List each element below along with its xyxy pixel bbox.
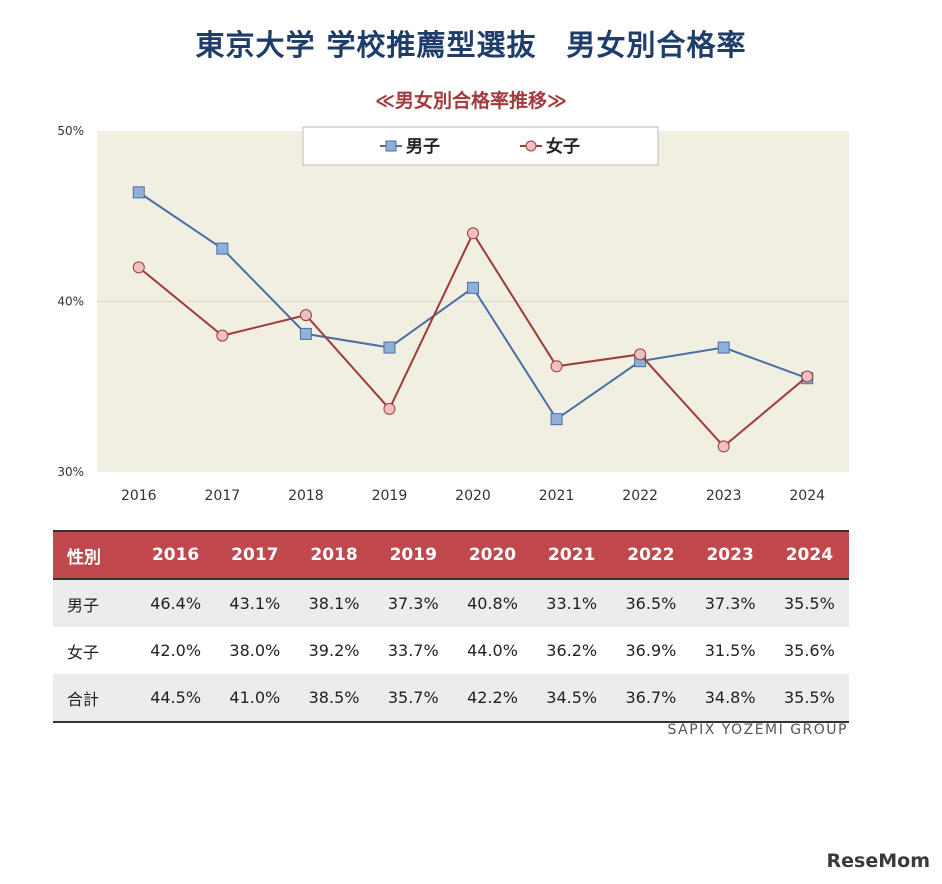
rate-cell: 38.5% <box>294 674 374 723</box>
x-tick-label: 2023 <box>706 488 742 504</box>
rate-cell: 36.7% <box>611 674 691 723</box>
row-label: 女子 <box>67 642 100 662</box>
data-point <box>717 440 730 453</box>
legend-marker <box>525 140 537 152</box>
x-tick-label: 2018 <box>288 488 324 504</box>
header-cell-year: 2017 <box>215 530 295 580</box>
source-label: SAPIX YOZEMI GROUP <box>667 722 848 738</box>
chart-subtitle: ≪男女別合格率推移≫ <box>375 90 567 112</box>
header-cell-year: 2016 <box>136 530 216 580</box>
x-tick-label: 2022 <box>622 488 658 504</box>
line-chart: 30% 40% 50% 2016 2017 2018 2019 2020 2021 2022 202… <box>57 124 849 504</box>
row-label: 合計 <box>53 674 136 723</box>
legend-label: 男子 <box>406 137 440 157</box>
data-point <box>801 370 814 383</box>
x-tick-label: 2019 <box>372 488 408 504</box>
rate-cell: 43.1% <box>215 579 295 627</box>
data-point <box>550 413 563 426</box>
rate-cell: 42.0% <box>150 641 202 660</box>
table-row: 合計 44.5% 41.0% 38.5% 35.7% 42.2% 34.5% 36.7% 34.… <box>53 674 849 723</box>
chart-legend: 男子 女子 <box>302 126 659 166</box>
data-point <box>132 186 145 199</box>
rate-cell: 35.7% <box>373 674 453 723</box>
x-tick-label: 2024 <box>789 488 825 504</box>
x-tick-label: 2016 <box>121 488 157 504</box>
legend-marker <box>385 140 397 152</box>
data-point <box>550 360 563 373</box>
rate-cell: 41.0% <box>215 674 295 723</box>
rate-cell: 46.4% <box>136 579 216 627</box>
data-point <box>634 348 647 361</box>
data-point <box>299 309 312 322</box>
rate-cell: 35.5% <box>769 579 849 627</box>
rate-cell: 40.8% <box>452 579 533 627</box>
rate-cell: 44.5% <box>136 674 216 723</box>
rate-cell: 38.0% <box>229 641 281 660</box>
rate-cell: 37.3% <box>373 579 453 627</box>
data-point <box>467 281 479 294</box>
row-label: 男子 <box>53 579 136 627</box>
data-point <box>383 402 396 415</box>
legend-box <box>302 126 659 166</box>
data-point <box>467 227 479 240</box>
rate-cell: 44.0% <box>467 641 518 660</box>
rate-cell: 34.5% <box>532 674 612 723</box>
data-point <box>216 329 229 342</box>
x-tick-label: 2020 <box>455 488 491 504</box>
header-cell-gender: 性別 <box>53 530 136 580</box>
rate-cell: 33.7% <box>387 641 439 660</box>
header-cell-year: 2018 <box>294 530 374 580</box>
header-cell-year: 2024 <box>769 530 849 580</box>
y-tick-label: 50% <box>57 124 84 138</box>
y-tick-label: 40% <box>57 295 84 309</box>
x-tick-label: 2021 <box>539 488 575 504</box>
table-row: 男子 46.4% 43.1% 38.1% 37.3% 40.8% 33.1% 36.5% 37.… <box>53 579 849 627</box>
data-point <box>717 341 730 354</box>
brand-logo: ReseMom <box>826 850 930 872</box>
rate-cell: 33.1% <box>532 579 612 627</box>
data-point <box>132 261 145 274</box>
x-tick-label: 2017 <box>205 488 241 504</box>
data-point <box>383 341 396 354</box>
rate-cell: 35.5% <box>769 674 849 723</box>
header-cell-year: 2022 <box>611 530 691 580</box>
legend-label: 女子 <box>546 136 580 157</box>
data-point <box>299 327 312 340</box>
rate-cell: 31.5% <box>704 641 756 660</box>
pass-rate-table: 性別 2016 2017 2018 2019 2020 2021 2022 2023 2024 男… <box>53 530 849 723</box>
chart-title: 東京大学 学校推薦型選抜 男女別合格率 <box>195 28 747 62</box>
y-tick-label: 30% <box>57 465 84 479</box>
rate-cell: 36.5% <box>611 579 691 627</box>
data-point <box>216 242 229 255</box>
header-cell-year: 2021 <box>532 530 612 580</box>
header-cell-year: 2023 <box>690 530 770 580</box>
table-row: 女子 42.0% 38.0% 39.2% 33.7% 44.0% 36.2% 36.9% 31.… <box>53 627 849 674</box>
header-cell-year: 2020 <box>452 530 533 580</box>
rate-cell: 36.9% <box>625 641 677 660</box>
header-cell-year: 2019 <box>373 530 453 580</box>
rate-cell: 35.6% <box>783 641 835 660</box>
rate-cell: 39.2% <box>308 641 360 660</box>
rate-cell: 38.1% <box>294 579 374 627</box>
rate-cell: 37.3% <box>690 579 770 627</box>
rate-cell: 34.8% <box>690 674 770 723</box>
table-header-row: 性別 2016 2017 2018 2019 2020 2021 2022 2023 2024 <box>53 530 849 580</box>
rate-cell: 36.2% <box>546 641 598 660</box>
rate-cell: 42.2% <box>452 674 533 723</box>
